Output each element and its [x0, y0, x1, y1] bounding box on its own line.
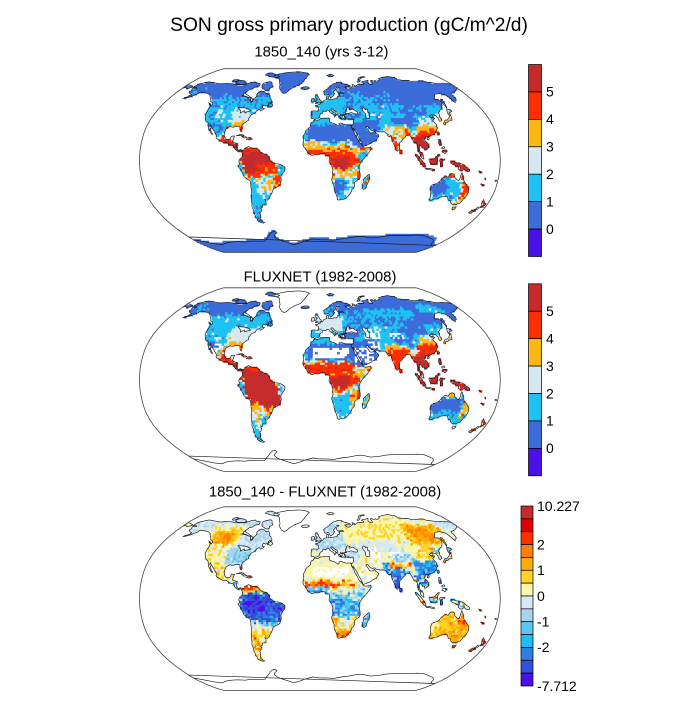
- svg-text:4: 4: [546, 331, 554, 347]
- svg-text:-1: -1: [537, 614, 550, 630]
- svg-text:2: 2: [537, 536, 545, 552]
- svg-text:-7.712: -7.712: [537, 678, 577, 694]
- svg-text:4: 4: [546, 111, 554, 127]
- svg-text:1850_140 (yrs 3-12): 1850_140 (yrs 3-12): [254, 45, 388, 61]
- svg-text:-2: -2: [537, 639, 550, 655]
- svg-text:5: 5: [546, 84, 554, 100]
- svg-text:0: 0: [546, 440, 554, 456]
- svg-text:1850_140 - FLUXNET (1982-2008): 1850_140 - FLUXNET (1982-2008): [209, 484, 441, 500]
- svg-text:1: 1: [546, 413, 554, 429]
- svg-text:2: 2: [546, 385, 554, 401]
- svg-text:2: 2: [546, 166, 554, 182]
- svg-text:0: 0: [537, 588, 545, 604]
- svg-text:SON gross primary production (: SON gross primary production (gC/m^2/d): [170, 15, 528, 36]
- svg-text:10.227: 10.227: [537, 498, 580, 514]
- svg-text:FLUXNET (1982-2008): FLUXNET (1982-2008): [244, 270, 397, 286]
- svg-text:5: 5: [546, 303, 554, 319]
- svg-text:0: 0: [546, 221, 554, 237]
- svg-text:3: 3: [546, 139, 554, 155]
- svg-text:3: 3: [546, 358, 554, 374]
- svg-text:1: 1: [537, 562, 545, 578]
- svg-text:1: 1: [546, 193, 554, 209]
